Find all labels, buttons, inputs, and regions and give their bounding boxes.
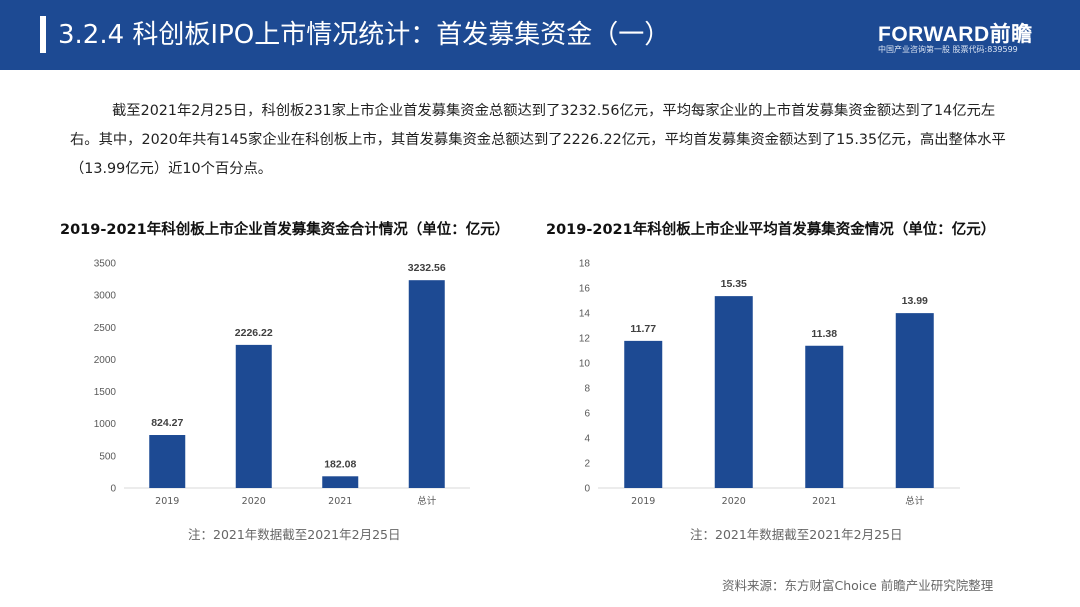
bar [408, 280, 445, 488]
brand-logo: FORWARD前瞻 [878, 23, 1033, 46]
chart-note-total: 注：2021年数据截至2021年2月25日 [188, 527, 401, 542]
x-tick-label: 2019 [155, 496, 179, 507]
data-label: 11.38 [811, 328, 837, 340]
chart-title-average: 2019-2021年科创板上市企业平均首发募集资金情况（单位：亿元） [546, 222, 996, 238]
data-source: 资料来源：东方财富Choice 前瞻产业研究院整理 [722, 578, 994, 593]
data-label: 13.99 [902, 295, 928, 307]
bar [714, 296, 753, 488]
bar [235, 344, 272, 488]
chart-title-total: 2019-2021年科创板上市企业首发募集资金合计情况（单位：亿元） [60, 222, 510, 238]
y-tick-label: 2500 [94, 323, 117, 334]
y-tick-label: 500 [99, 451, 116, 462]
y-tick-label: 12 [579, 334, 591, 345]
data-label: 3232.56 [408, 262, 446, 274]
x-tick-label: 2020 [722, 496, 746, 507]
y-tick-label: 18 [579, 259, 591, 270]
data-label: 2226.22 [235, 327, 273, 339]
bar [805, 345, 844, 488]
y-tick-label: 2 [584, 459, 590, 470]
bar [624, 340, 663, 488]
y-tick-label: 1500 [94, 387, 117, 398]
header-banner: 3.2.4 科创板IPO上市情况统计：首发募集资金（一） FORWARD前瞻 中… [0, 0, 1080, 70]
data-label: 182.08 [324, 458, 356, 470]
y-tick-label: 14 [579, 309, 591, 320]
summary-paragraph: 截至2021年2月25日，科创板231家上市企业首发募集资金总额达到了3232.… [70, 103, 1006, 177]
bar [895, 313, 934, 488]
y-tick-label: 16 [579, 284, 591, 295]
y-tick-label: 4 [584, 434, 590, 445]
data-label: 824.27 [151, 417, 183, 429]
average-fundraising-chart: 0 2 4 6 8 10 12 14 16 18 11.77 2019 15.35 2020 11.38 20… [579, 259, 960, 507]
data-label: 15.35 [721, 278, 747, 290]
page-title: 3.2.4 科创板IPO上市情况统计：首发募集资金（一） [58, 20, 671, 50]
x-tick-label: 总计 [905, 495, 925, 507]
x-tick-label: 2021 [328, 496, 352, 507]
header-accent-bar [40, 16, 46, 53]
y-tick-label: 0 [110, 484, 116, 495]
bar [149, 435, 186, 488]
y-tick-label: 0 [584, 484, 590, 495]
x-tick-label: 总计 [417, 495, 437, 507]
x-tick-label: 2021 [812, 496, 836, 507]
brand-tagline: 中国产业咨询第一股 股票代码:839599 [878, 45, 1018, 54]
y-tick-label: 1000 [94, 419, 117, 430]
data-label: 11.77 [630, 323, 656, 335]
y-tick-label: 10 [579, 359, 591, 370]
chart-note-average: 注：2021年数据截至2021年2月25日 [690, 527, 903, 542]
y-tick-label: 2000 [94, 355, 117, 366]
y-tick-label: 3000 [94, 291, 117, 302]
y-tick-label: 3500 [94, 259, 117, 270]
bar [322, 476, 359, 488]
total-fundraising-chart: 0 500 1000 1500 2000 2500 3000 3500 824.27 2019 22… [94, 259, 470, 507]
x-tick-label: 2020 [242, 496, 266, 507]
y-tick-label: 8 [584, 384, 590, 395]
y-tick-label: 6 [584, 409, 590, 420]
x-tick-label: 2019 [631, 496, 655, 507]
